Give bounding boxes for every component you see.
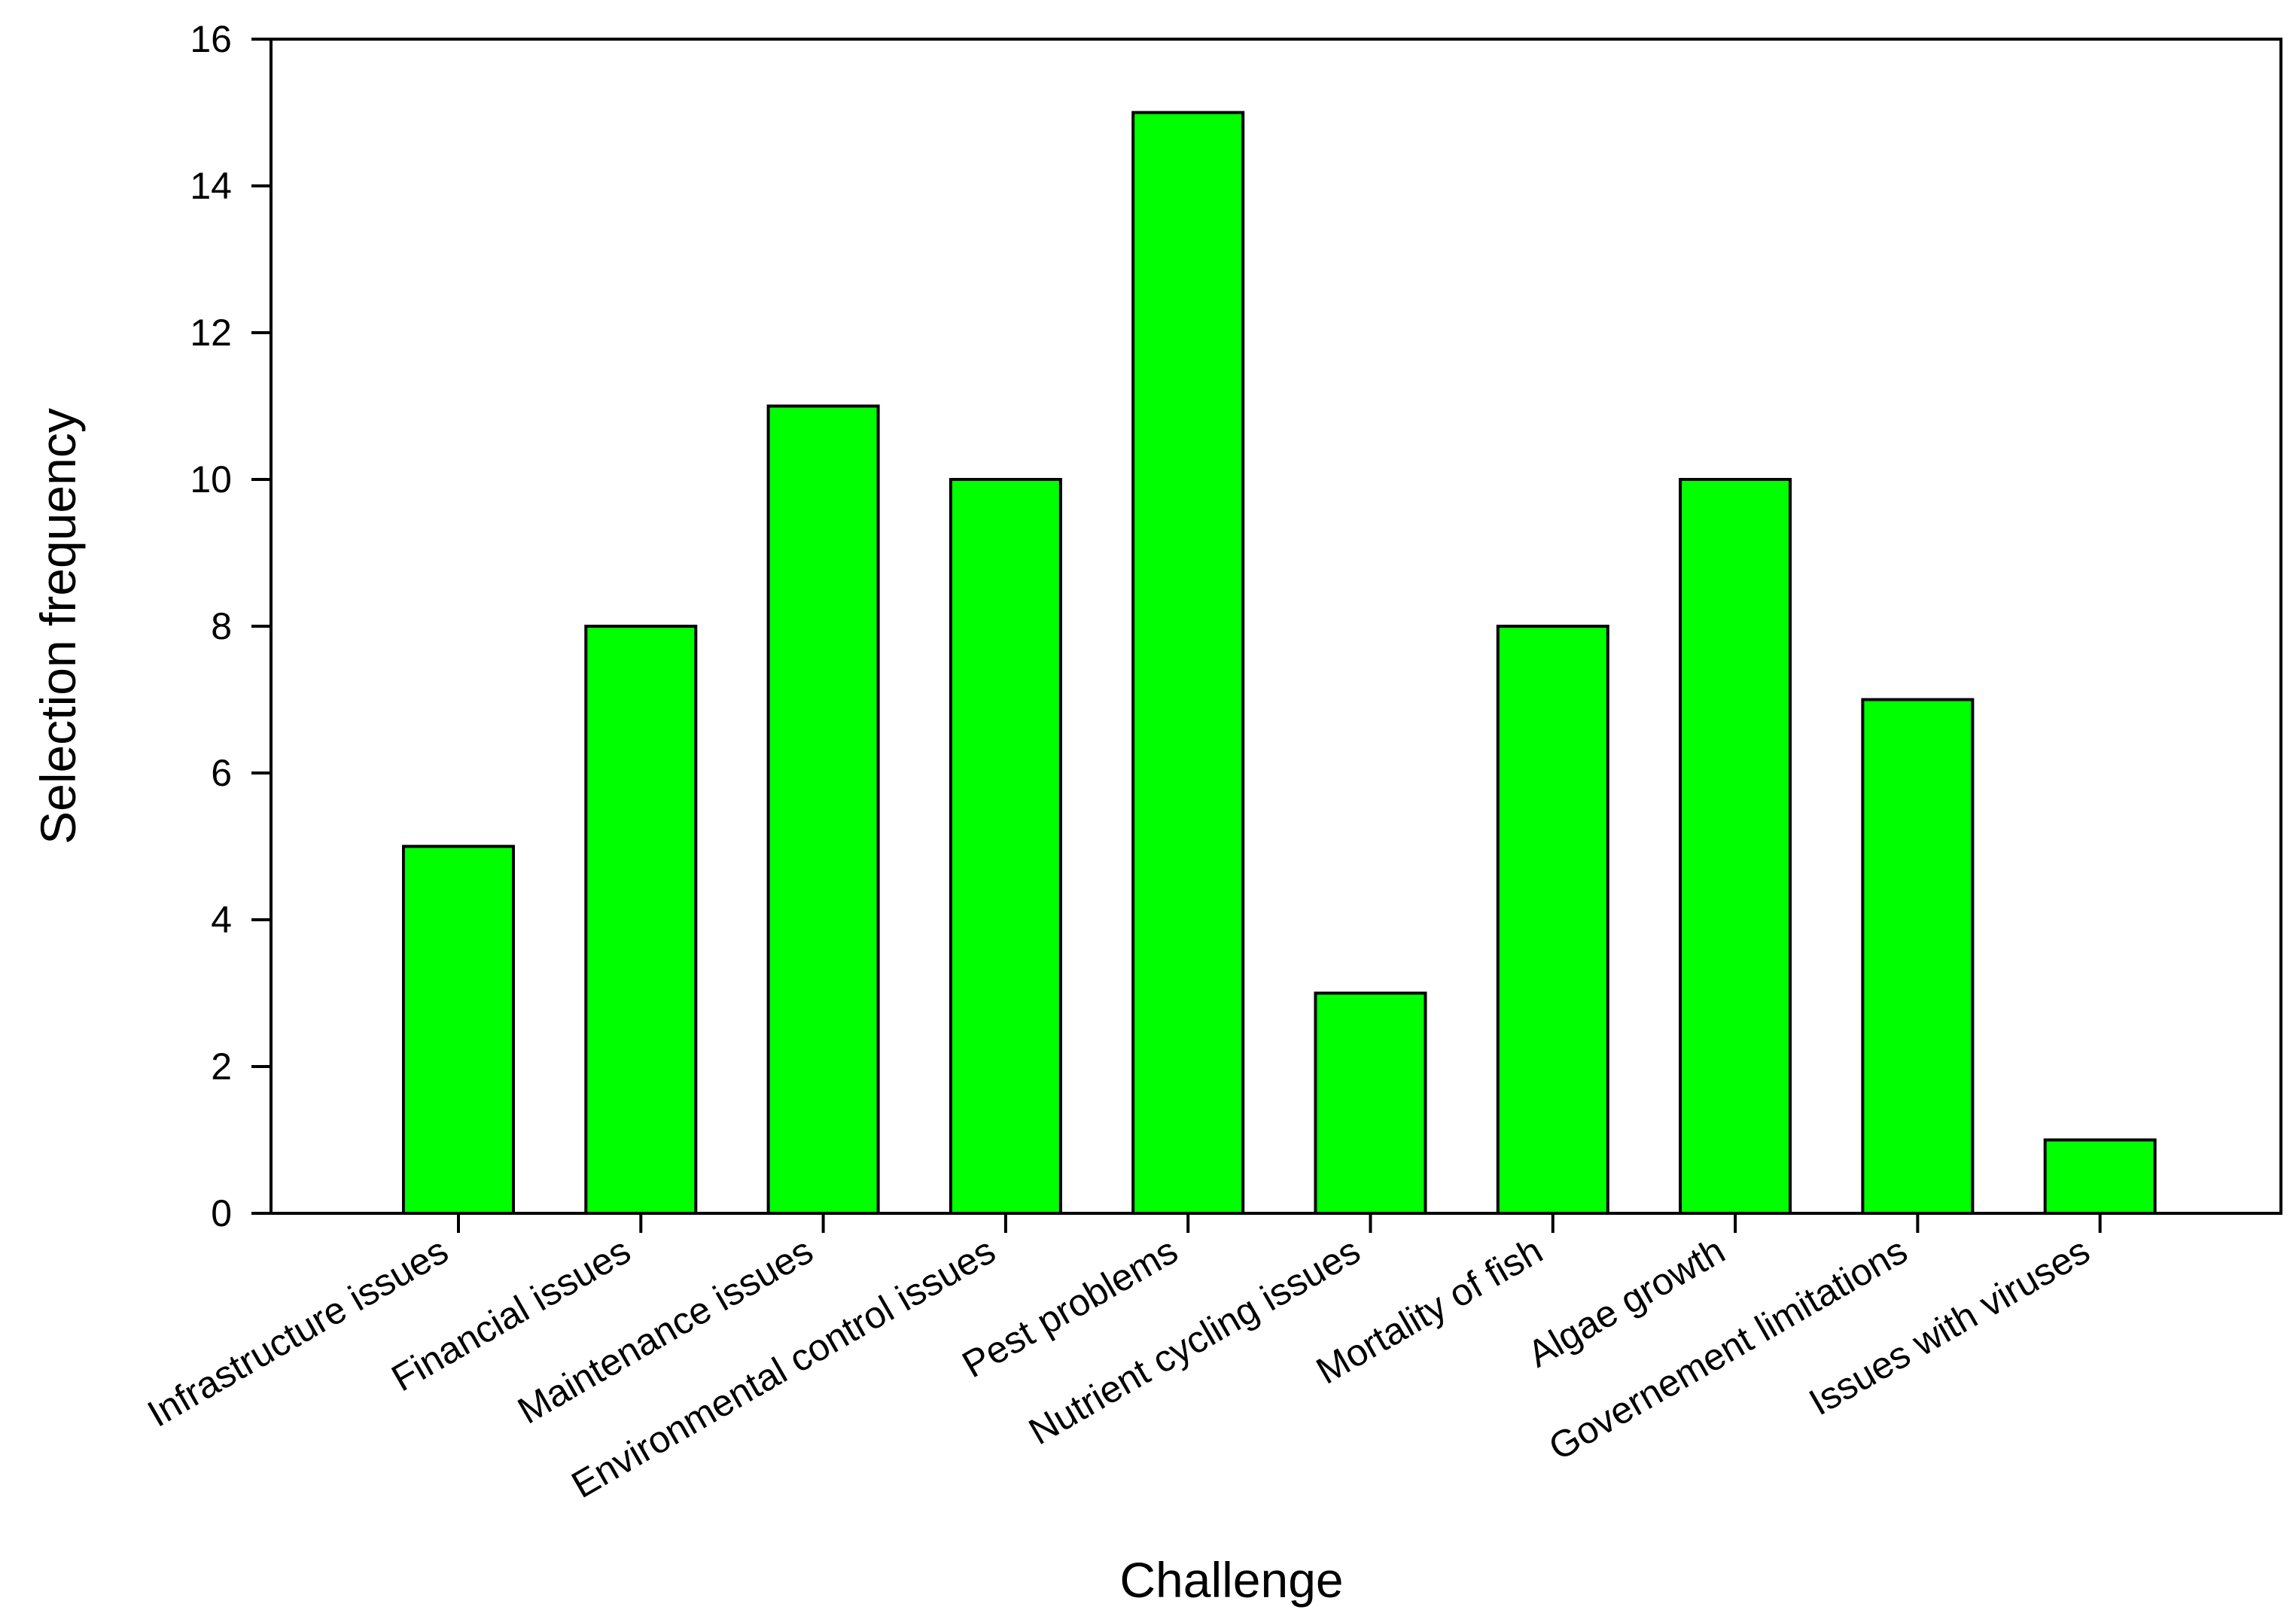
bar-pest-problems [1131, 111, 1245, 1215]
y-axis-ticks: 0 2 4 6 8 10 12 14 16 [190, 18, 271, 1234]
bar-issues-with-viruses [2043, 1138, 2157, 1215]
x-tick-label: Infrastructure issues [141, 1229, 455, 1435]
axes-layer [269, 38, 2282, 1215]
bar-maintenance-issues [766, 404, 880, 1215]
bars-layer [402, 111, 2157, 1215]
bar-algae-growth [1679, 478, 1792, 1215]
bar-financial-issues [584, 625, 698, 1215]
bar-nutrient-cycling-issues [1314, 991, 1427, 1215]
y-tick-label: 14 [190, 165, 232, 207]
bar-mortality-of-fish [1496, 625, 1609, 1215]
y-tick-label: 4 [211, 899, 232, 941]
y-tick-label: 2 [211, 1045, 232, 1088]
bar-governement-limitations [1861, 698, 1975, 1215]
x-axis-title: Challenge [1119, 1552, 1343, 1608]
x-tick-label: Nutrient cycling issues [1022, 1229, 1367, 1453]
y-tick-label: 6 [211, 752, 232, 794]
y-axis-title: Selection frequency [30, 408, 86, 844]
plot-frame [269, 38, 2282, 1215]
bar-infrastructure-issues [402, 844, 515, 1215]
bar-environmental-control-issues [949, 478, 1062, 1215]
y-tick-label: 12 [190, 312, 232, 354]
y-tick-label: 8 [211, 605, 232, 647]
y-tick-label: 10 [190, 458, 232, 501]
x-tick-label: Maintenance issues [510, 1229, 820, 1432]
y-tick-label: 0 [211, 1192, 232, 1234]
y-tick-label: 16 [190, 18, 232, 60]
